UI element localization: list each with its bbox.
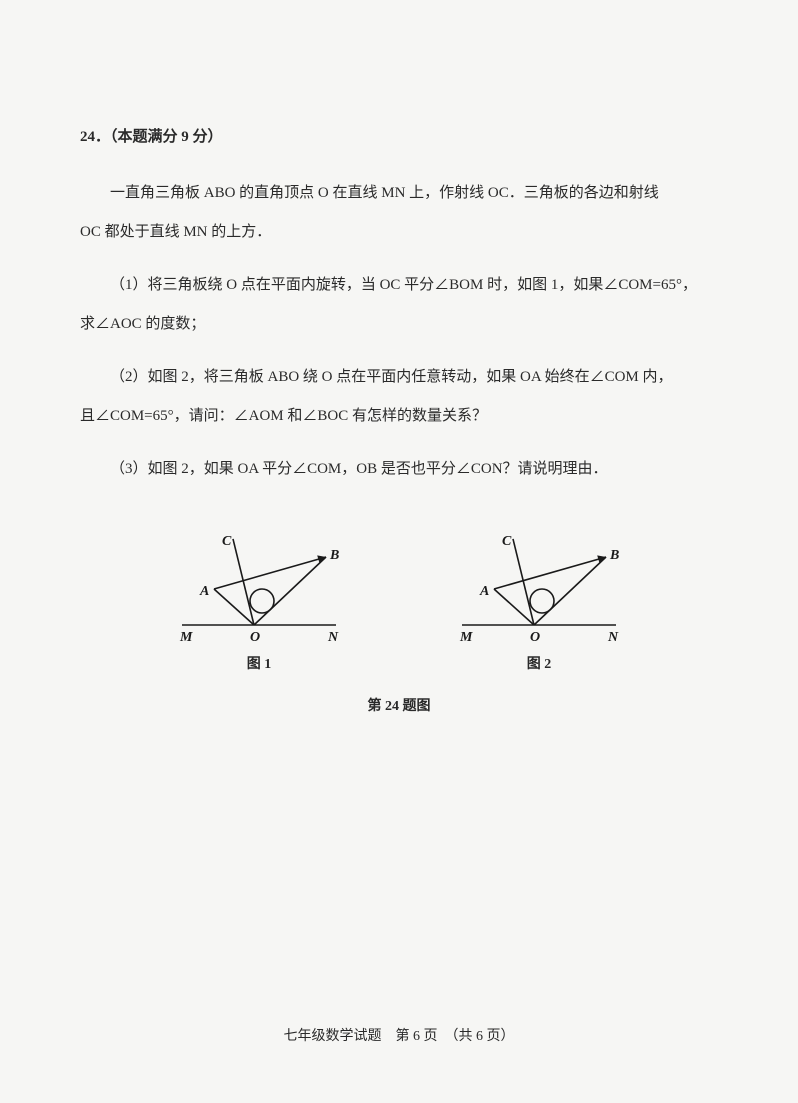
question-number: 24． — [80, 129, 110, 145]
svg-text:N: N — [607, 630, 619, 645]
intro-line-1: 一直角三角板 ABO 的直角顶点 O 在直线 MN 上，作射线 OC．三角板的各… — [80, 174, 718, 213]
figure-2: M O N A B C 图 2 — [454, 527, 624, 673]
part2-line-2: 且∠COM=65°，请问：∠AOM 和∠BOC 有怎样的数量关系？ — [80, 397, 718, 436]
figure-1: M O N A B C 图 1 — [174, 527, 344, 673]
question-points: （本题满分 9 分） — [110, 129, 223, 145]
figure-2-svg: M O N A B C — [454, 527, 624, 647]
svg-text:M: M — [459, 630, 473, 645]
svg-text:B: B — [609, 548, 619, 563]
svg-text:C: C — [222, 534, 232, 549]
figures-overall-caption: 第 24 题图 — [80, 695, 718, 715]
svg-text:B: B — [329, 548, 339, 563]
figures-row: M O N A B C 图 1 M O N A B C 图 2 — [80, 527, 718, 673]
svg-text:A: A — [199, 584, 209, 599]
figure-2-caption: 图 2 — [527, 653, 552, 673]
question-header: 24．（本题满分 9 分） — [80, 125, 718, 146]
svg-text:M: M — [179, 630, 193, 645]
part2-line-1: （2）如图 2，将三角板 ABO 绕 O 点在平面内任意转动，如果 OA 始终在… — [80, 358, 718, 397]
svg-text:C: C — [502, 534, 512, 549]
svg-text:O: O — [530, 630, 540, 645]
part3: （3）如图 2，如果 OA 平分∠COM，OB 是否也平分∠CON？请说明理由． — [80, 450, 718, 489]
part1-line-1: （1）将三角板绕 O 点在平面内旋转，当 OC 平分∠BOM 时，如图 1，如果… — [80, 266, 718, 305]
intro-line-2: OC 都处于直线 MN 的上方． — [80, 213, 718, 252]
svg-text:A: A — [479, 584, 489, 599]
figure-1-caption: 图 1 — [247, 653, 272, 673]
exam-page: 24．（本题满分 9 分） 一直角三角板 ABO 的直角顶点 O 在直线 MN … — [0, 0, 798, 1103]
page-footer: 七年级数学试题 第 6 页 （共 6 页） — [0, 1025, 798, 1045]
figure-1-svg: M O N A B C — [174, 527, 344, 647]
svg-text:O: O — [250, 630, 260, 645]
svg-text:N: N — [327, 630, 339, 645]
part1-line-2: 求∠AOC 的度数； — [80, 305, 718, 344]
